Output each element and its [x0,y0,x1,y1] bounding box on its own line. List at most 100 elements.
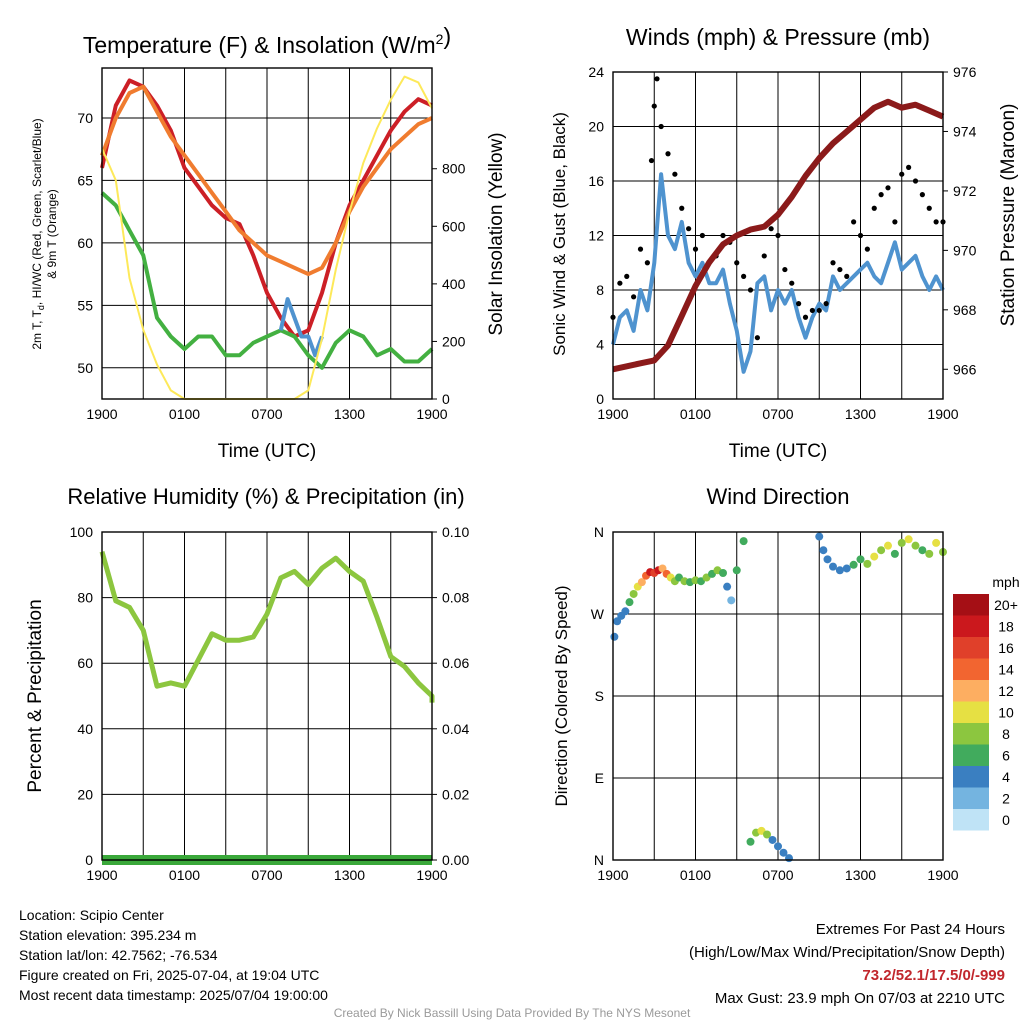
gust-point [892,219,898,225]
y-tick-label: 50 [77,360,93,376]
gust-point [665,151,671,157]
legend-label: 8 [1002,726,1010,742]
gust-point [857,232,864,239]
direction-point [842,564,851,573]
gust-point [775,232,781,239]
direction-point [877,546,886,555]
gust-point [637,246,644,252]
speed-legend: mph 20+ 18 16 14 12 10 8 6 4 2 0 [953,574,1020,831]
x-tick-label: 1300 [334,406,365,422]
legend-swatch [953,615,989,637]
direction-point [932,538,941,547]
direction-point [925,549,934,558]
legend-swatch [953,787,989,809]
latlon-text: Station lat/lon: 42.7562; -76.534 [19,947,218,963]
gust-point [644,260,650,266]
y2-tick-label: 0 [442,391,450,407]
gust-point [899,171,905,177]
y2-tick-label: 0.06 [442,655,469,671]
legend-swatch [953,680,989,702]
max-gust-text: Max Gust: 23.9 mph On 07/03 at 2210 UTC [714,990,1005,1007]
direction-point [897,538,906,547]
direction-point [774,842,782,851]
y-tick-label: 24 [588,64,604,80]
gust-point [631,294,637,300]
temperature-ylabel-2: & 9m T (Orange) [45,189,59,279]
legend-label: 10 [998,705,1014,721]
x-tick-label: 0700 [762,406,793,422]
gust-point [878,192,884,198]
x-tick-label: 0100 [680,406,711,422]
legend-label: 18 [998,619,1014,635]
direction-point [884,541,892,550]
temperature-series-2 [100,191,434,370]
gust-point [933,219,939,225]
direction-point [658,564,667,573]
temperature-panel: 1900 0100 0700 1300 1900 50 55 60 65 70 0 200 400 600… [30,23,507,462]
y-tick-label: 16 [588,173,604,189]
recent-text: Most recent data timestamp: 2025/07/04 1… [19,987,328,1003]
direction-point [732,566,741,575]
temperature-title: Temperature (F) & Insolation (W/m2) [83,23,451,58]
plot-border [101,531,433,861]
y2-tick-label: 800 [442,161,466,177]
temperature-series-1 [100,84,433,277]
direction-point [829,562,837,571]
gust-point [768,226,774,232]
direction-point [621,607,630,616]
y2-tick-label: 968 [953,302,977,318]
direction-point [815,532,824,541]
legend-label: 2 [1002,791,1010,807]
y-tick-label: 4 [596,337,604,353]
gust-point [679,205,685,211]
y-tick-label: 100 [70,524,94,540]
y-tick-label: 65 [77,172,93,188]
x-tick-label: 1300 [845,867,876,883]
legend-label: 4 [1002,769,1010,785]
y-tick-label: 70 [77,110,93,126]
y2-tick-label: 0.02 [442,786,469,802]
gust-point [871,205,877,211]
plot-border [612,531,944,861]
legend-swatch [953,637,989,659]
gust-point [648,157,655,164]
temperature-xlabel: Time (UTC) [218,441,317,462]
y2-tick-label: 600 [442,218,466,234]
gust-point [789,280,795,286]
x-tick-label: 0700 [251,867,282,883]
legend-swatch [953,701,989,723]
x-tick-label: 1900 [86,406,117,422]
y-tick-label: 20 [77,786,93,802]
extremes-subheading: (High/Low/Max Wind/Precipitation/Snow De… [689,944,1005,961]
y-tick-label: N [594,524,604,540]
temperature-series-0 [100,78,433,339]
x-tick-label: 1900 [597,867,628,883]
legend-swatch [953,594,989,616]
wind-title: Winds (mph) & Pressure (mb) [626,24,930,50]
gust-point [919,192,925,198]
gust-point [830,260,836,266]
y2-tick-label: 0.08 [442,590,469,606]
y2-tick-label: 966 [953,361,977,377]
direction-point [911,541,920,550]
gust-point [782,266,788,273]
y-tick-label: 60 [77,235,93,251]
legend-swatch [953,809,989,831]
direction-point [890,549,899,558]
gust-point [654,76,660,82]
direction-point [739,537,748,546]
direction-point [637,578,646,587]
credit-text: Created By Nick Bassill Using Data Provi… [333,1006,691,1020]
y-tick-label: 60 [77,655,93,671]
legend-label: 12 [998,683,1014,699]
humidity-title: Relative Humidity (%) & Precipitation (i… [67,484,464,509]
legend-label: 6 [1002,748,1010,764]
direction-point [727,596,736,605]
x-tick-label: 1300 [845,406,876,422]
x-tick-label: 1300 [334,867,365,883]
location-text: Location: Scipio Center [19,907,164,923]
temperature-y2label: Solar Insolation (Yellow) [486,132,507,335]
gust-point [699,232,705,239]
y2-tick-label: 0.00 [442,852,469,868]
